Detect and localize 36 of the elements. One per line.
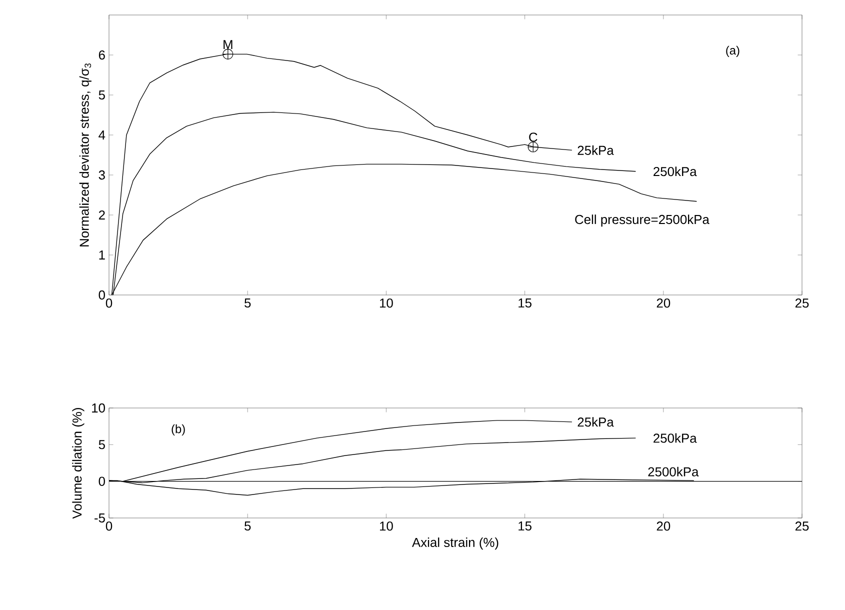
series-label: Cell pressure=2500kPa: [575, 214, 710, 227]
x-tick-label: 10: [380, 298, 393, 308]
x-tick-label: 0: [106, 298, 112, 308]
y-tick-label: 10: [92, 403, 105, 413]
annotation: M: [224, 40, 232, 49]
series-label: 250kPa: [654, 166, 697, 176]
x-axis-title: Axial strain (%): [412, 538, 498, 550]
y-axis-title: Volume dilation (%): [72, 408, 84, 519]
y-tick-label: 5: [98, 440, 105, 450]
y-tick-label: 0: [98, 290, 105, 300]
annotation: (b): [172, 424, 185, 436]
x-tick-label: 5: [244, 522, 251, 531]
y-tick-label: 5: [98, 90, 105, 100]
y-tick-label: 0: [98, 476, 105, 486]
y-tick-label: 6: [98, 50, 105, 60]
annotation: C: [529, 132, 538, 142]
x-tick-label: 15: [518, 522, 532, 531]
x-tick-label: 10: [380, 522, 393, 531]
x-tick-label: 20: [656, 522, 670, 531]
y-tick-label: -5: [94, 513, 105, 522]
series-label: 25kPa: [578, 417, 614, 427]
series-label: 25kPa: [578, 145, 614, 155]
series-label: 2500kPa: [648, 466, 699, 476]
x-tick-label: 25: [795, 522, 809, 531]
y-tick-label: 1: [99, 250, 105, 260]
y-axis-title: Normalized deviator stress, q/σ$_{3}$: [79, 63, 92, 246]
y-tick-label: 2: [98, 210, 105, 220]
x-tick-label: 15: [518, 298, 532, 308]
x-tick-label: 25: [795, 298, 809, 308]
x-tick-label: 0: [106, 522, 112, 531]
series-label: 250kPa: [654, 433, 697, 443]
x-tick-label: 5: [244, 298, 251, 308]
y-tick-label: 4: [98, 130, 106, 140]
x-tick-label: 20: [656, 298, 670, 308]
annotation: (a): [726, 46, 740, 57]
y-tick-label: 3: [98, 170, 105, 180]
